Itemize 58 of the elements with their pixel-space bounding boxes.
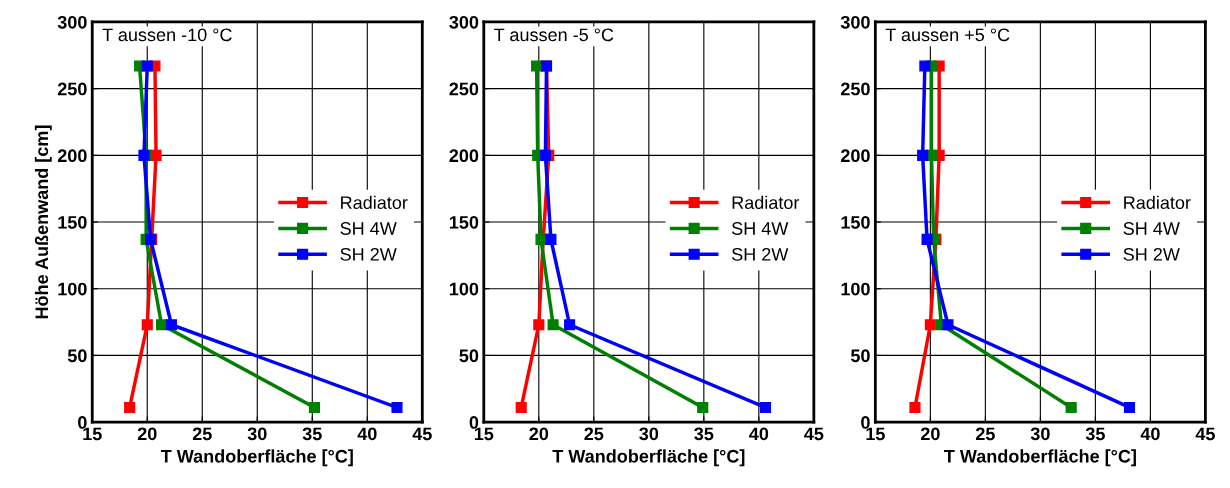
x-tick-label: 40 (1140, 427, 1160, 441)
x-tick-label: 35 (302, 427, 322, 441)
y-tick-label: 100 (449, 282, 479, 296)
x-tick-label: 15 (83, 427, 102, 441)
x-tick-label: 45 (412, 427, 432, 441)
x-tick-label: 30 (247, 427, 267, 441)
x-axis-title: T Wandoberfläche [°C] (944, 449, 1136, 467)
annotation: T aussen -5 °C (494, 28, 614, 42)
y-tick-label: 0 (78, 416, 87, 429)
x-tick-label: 30 (1030, 427, 1050, 441)
x-tick-label: 45 (804, 427, 824, 441)
y-tick-label: 300 (449, 15, 479, 29)
y-tick-label: 100 (841, 282, 870, 296)
x-tick-label: 15 (866, 427, 885, 441)
legend-label: SH 2W (1123, 247, 1180, 261)
legend-label: Radiator (732, 195, 800, 210)
y-tick-label: 0 (861, 416, 870, 429)
x-tick-label: 15 (474, 427, 494, 441)
x-tick-label: 40 (749, 427, 769, 441)
y-tick-label: 150 (58, 215, 87, 229)
legend-label: SH 4W (1123, 222, 1180, 235)
y-tick-label: 250 (840, 82, 870, 96)
x-tick-label: 30 (639, 427, 659, 441)
y-tick-label: 0 (469, 416, 479, 429)
y-tick-label: 250 (449, 82, 479, 96)
x-axis-title: T Wandoberfläche [°C] (160, 449, 353, 467)
y-tick-label: 150 (841, 215, 870, 229)
annotation: T aussen +5 °C (885, 28, 1010, 42)
y-tick-label: 200 (449, 149, 479, 163)
annotation: T aussen -10 °C (102, 28, 232, 42)
y-axis-title: Höhe Außenwand [cm] (34, 125, 52, 319)
y-tick-label: 50 (459, 349, 479, 363)
y-tick-label: 250 (57, 82, 87, 96)
x-tick-label: 25 (192, 427, 212, 441)
y-tick-label: 200 (840, 149, 870, 163)
y-tick-label: 50 (67, 349, 87, 363)
x-tick-label: 25 (975, 427, 995, 441)
x-tick-label: 40 (357, 427, 377, 441)
legend-label: SH 2W (731, 247, 789, 261)
y-tick-label: 150 (449, 215, 479, 229)
legend-label: SH 2W (340, 247, 397, 261)
legend-label: SH 4W (731, 222, 789, 235)
y-tick-label: 200 (57, 149, 87, 163)
x-tick-label: 20 (920, 427, 940, 441)
x-tick-label: 25 (584, 427, 604, 441)
y-tick-label: 300 (840, 15, 870, 29)
x-axis-title: T Wandoberfläche [°C] (552, 449, 745, 467)
legend-label: Radiator (1124, 195, 1191, 210)
x-tick-label: 35 (1085, 427, 1105, 441)
legend-label: Radiator (341, 195, 408, 210)
y-tick-label: 50 (850, 349, 870, 363)
x-tick-label: 45 (1195, 427, 1215, 441)
y-tick-label: 300 (57, 15, 87, 29)
x-tick-label: 20 (529, 427, 549, 441)
x-tick-label: 20 (137, 427, 157, 441)
x-tick-label: 35 (694, 427, 714, 441)
legend-label: SH 4W (340, 222, 397, 235)
y-tick-label: 100 (58, 282, 87, 296)
